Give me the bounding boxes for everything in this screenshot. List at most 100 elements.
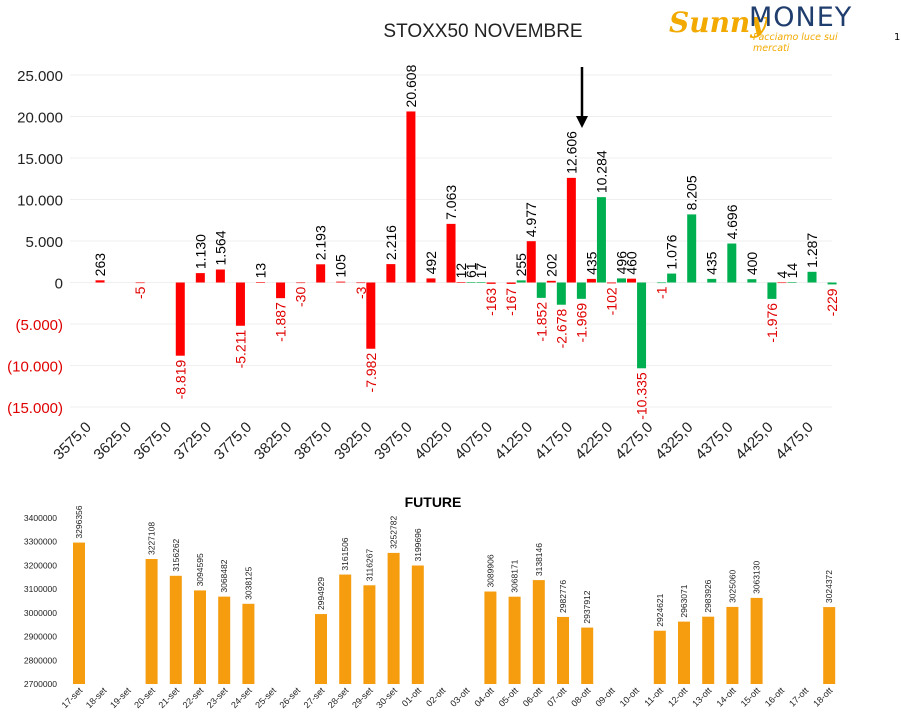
x-tick-label: 26-set bbox=[277, 685, 302, 710]
data-label: -3 bbox=[353, 286, 369, 299]
bar bbox=[586, 278, 596, 283]
data-label: 10.284 bbox=[593, 150, 609, 193]
bar bbox=[426, 278, 436, 283]
logo-text-sunny: Sunny bbox=[669, 6, 767, 39]
bar bbox=[218, 596, 231, 684]
bar bbox=[336, 281, 346, 283]
data-label: 202 bbox=[543, 253, 559, 277]
data-label: -163 bbox=[483, 288, 499, 316]
x-tick-label: 17-ott bbox=[787, 685, 811, 709]
bar bbox=[653, 630, 666, 684]
data-label: 2963071 bbox=[679, 584, 689, 617]
data-label: 3024372 bbox=[824, 570, 834, 603]
x-tick-label: 24-set bbox=[229, 685, 254, 710]
x-tick-label: 4275,0 bbox=[612, 419, 656, 463]
y-tick-label: 0 bbox=[55, 276, 63, 293]
bar bbox=[456, 282, 466, 284]
bar bbox=[95, 280, 105, 283]
x-tick-label: 19-set bbox=[108, 685, 133, 710]
x-tick-label: 07-ott bbox=[545, 685, 569, 709]
data-label: -1.887 bbox=[273, 302, 289, 342]
bar bbox=[707, 278, 717, 283]
bar bbox=[687, 214, 697, 283]
bar bbox=[135, 282, 145, 284]
bar bbox=[726, 606, 739, 684]
page-number: 1 bbox=[894, 32, 901, 43]
bar bbox=[546, 280, 556, 283]
data-label: 1.564 bbox=[212, 230, 228, 265]
data-label: 2.193 bbox=[313, 225, 329, 260]
bar bbox=[667, 273, 677, 283]
data-label: 3068171 bbox=[510, 559, 520, 592]
data-label: 105 bbox=[333, 254, 349, 278]
data-label: 1.076 bbox=[664, 234, 680, 269]
data-label: 435 bbox=[583, 251, 599, 275]
y-tick-label: 2700000 bbox=[24, 679, 57, 689]
x-tick-label: 3675,0 bbox=[131, 419, 175, 463]
bar bbox=[486, 282, 496, 284]
bar bbox=[767, 282, 777, 299]
bar bbox=[596, 197, 606, 283]
data-label: 3227108 bbox=[147, 522, 157, 555]
y-tick-label: 3000000 bbox=[24, 608, 57, 618]
x-tick-label: 01-ott bbox=[400, 685, 424, 709]
x-tick-label: 10-ott bbox=[618, 685, 642, 709]
data-label: 3252782 bbox=[389, 516, 399, 549]
bar bbox=[73, 542, 85, 684]
bar bbox=[145, 559, 158, 684]
data-label: 3094595 bbox=[195, 553, 205, 586]
bar bbox=[637, 282, 647, 369]
x-tick-label: 03-ott bbox=[448, 685, 472, 709]
chart-title: STOXX50 NOVEMBRE bbox=[383, 21, 582, 42]
x-tick-label: 06-ott bbox=[521, 685, 545, 709]
stoxx-bars bbox=[95, 111, 837, 369]
x-tick-label: 17-set bbox=[60, 685, 85, 710]
bar bbox=[827, 282, 837, 285]
future-y-axis: 2700000 2800000 2900000 3000000 3100000 32000… bbox=[24, 513, 57, 689]
bar bbox=[536, 282, 546, 298]
future-x-axis: 17-set 18-set 19-set 20-set 21-set 22-set 23-s… bbox=[60, 685, 835, 710]
future-title: FUTURE bbox=[405, 494, 462, 510]
x-tick-label: 4475,0 bbox=[772, 419, 816, 463]
x-tick-label: 3925,0 bbox=[331, 419, 375, 463]
data-label: 263 bbox=[92, 253, 108, 277]
data-label: 7.063 bbox=[443, 185, 459, 220]
x-tick-label: 3775,0 bbox=[211, 419, 255, 463]
x-tick-label: 3825,0 bbox=[251, 419, 295, 463]
data-label: 12.606 bbox=[563, 131, 579, 174]
data-label: -5.211 bbox=[232, 330, 248, 369]
bar bbox=[627, 278, 637, 283]
data-label: -229 bbox=[824, 288, 840, 316]
y-tick-label: 3400000 bbox=[24, 513, 57, 523]
x-tick-label: 4225,0 bbox=[572, 419, 616, 463]
x-tick-label: 15-ott bbox=[739, 685, 763, 709]
bar bbox=[508, 596, 521, 684]
x-tick-label: 3625,0 bbox=[90, 419, 134, 463]
x-tick-label: 4075,0 bbox=[451, 419, 495, 463]
data-label: 1.287 bbox=[804, 233, 820, 268]
x-tick-label: 22-set bbox=[181, 685, 206, 710]
bar bbox=[556, 282, 566, 305]
bar bbox=[366, 282, 376, 349]
y-tick-label: (10.000) bbox=[7, 359, 63, 376]
data-label: -102 bbox=[603, 287, 619, 315]
x-tick-label: 3725,0 bbox=[171, 419, 215, 463]
data-label: 3038125 bbox=[243, 566, 253, 599]
y-tick-label: 2900000 bbox=[24, 632, 57, 642]
x-tick-label: 29-set bbox=[350, 685, 375, 710]
bar bbox=[387, 552, 400, 684]
x-tick-label: 05-ott bbox=[497, 685, 521, 709]
data-label: 435 bbox=[704, 251, 720, 275]
data-label: -7.982 bbox=[363, 353, 379, 393]
data-label: 496 bbox=[614, 251, 630, 275]
x-tick-label: 20-set bbox=[132, 685, 157, 710]
data-label: 1.130 bbox=[192, 234, 208, 269]
future-bars bbox=[73, 542, 836, 684]
data-label: 2983926 bbox=[703, 579, 713, 612]
bar bbox=[195, 273, 205, 283]
data-label: 3161506 bbox=[340, 537, 350, 570]
data-label: 3156262 bbox=[171, 538, 181, 571]
x-tick-label: 3575,0 bbox=[50, 419, 94, 463]
bar bbox=[235, 282, 245, 326]
